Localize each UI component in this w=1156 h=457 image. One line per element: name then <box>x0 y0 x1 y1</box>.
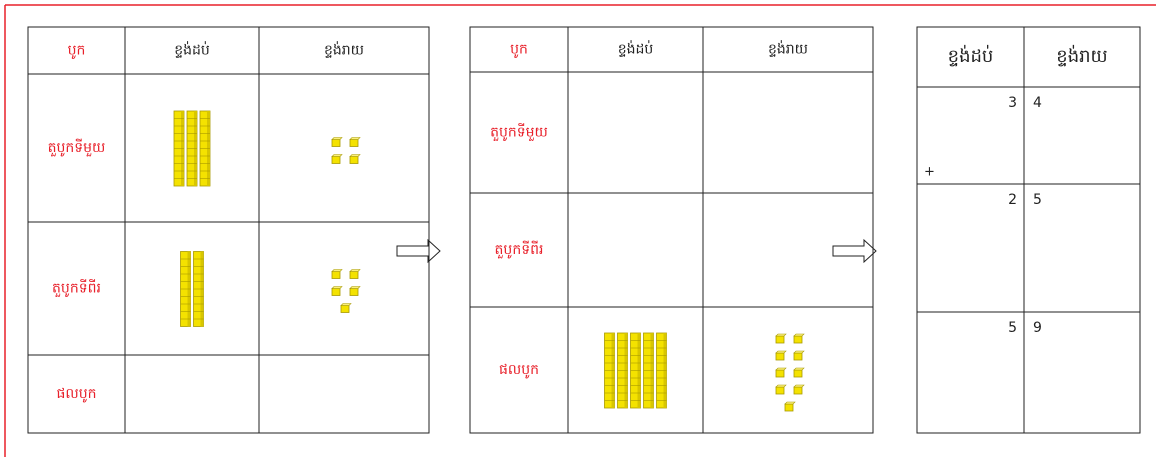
row-label: ផលបូក <box>57 386 97 403</box>
unit-top <box>793 384 805 388</box>
tens-digit: 2 <box>1008 192 1017 208</box>
column-header: បូក <box>68 43 86 60</box>
unit-top <box>349 269 361 272</box>
unit-cube <box>775 369 785 378</box>
table <box>469 26 874 434</box>
unit-cube <box>331 288 341 296</box>
unit-top <box>793 333 805 337</box>
column-header: ខ្ទង់រាយ <box>1056 44 1107 67</box>
unit-top <box>331 137 343 140</box>
unit-top <box>775 384 787 388</box>
unit-top <box>349 137 361 140</box>
unit-cube <box>349 156 359 164</box>
unit-cube <box>793 386 803 395</box>
arrow <box>832 238 877 264</box>
row-label: តួបូកទីមួយ <box>490 123 548 142</box>
column-header: ខ្ទង់ដប់ <box>618 40 654 58</box>
tens-blocks <box>173 110 211 187</box>
unit-top <box>793 350 805 354</box>
unit-blocks <box>331 269 361 313</box>
unit-cube <box>331 156 341 164</box>
unit-cube <box>331 139 341 147</box>
unit-cube <box>349 139 359 147</box>
unit-top <box>331 154 343 157</box>
row-label: ផលបូក <box>499 362 539 379</box>
unit-top <box>793 367 805 371</box>
row-label: តួបូកទីពីរ <box>52 279 101 298</box>
column-header: ខ្ទង់ដប់ <box>174 41 210 59</box>
unit-cube <box>331 271 341 279</box>
unit-top <box>775 367 787 371</box>
unit-cube <box>340 305 350 313</box>
units-digit: 4 <box>1033 95 1042 111</box>
unit-top <box>331 286 343 289</box>
unit-cube <box>775 335 785 344</box>
column-header: ខ្ទង់រាយ <box>324 41 364 59</box>
unit-cube <box>793 369 803 378</box>
arrow <box>396 238 441 264</box>
unit-cube <box>784 403 794 412</box>
unit-cube <box>793 335 803 344</box>
units-digit: 9 <box>1033 320 1042 336</box>
column-header: បូក <box>510 42 528 59</box>
unit-top <box>349 286 361 289</box>
unit-cube <box>349 271 359 279</box>
unit-top <box>784 401 796 405</box>
column-header: ខ្ទង់ដប់ <box>948 44 994 67</box>
tens-digit: 3 <box>1008 95 1017 111</box>
tens-digit: 5 <box>1008 320 1017 336</box>
unit-top <box>775 333 787 337</box>
unit-top <box>775 350 787 354</box>
unit-cube <box>775 352 785 361</box>
tens-blocks <box>604 332 667 409</box>
table <box>27 26 430 434</box>
unit-cube <box>793 352 803 361</box>
row-label: តួបូកទីពីរ <box>495 240 544 259</box>
column-header: ខ្ទង់រាយ <box>768 40 808 58</box>
table <box>916 26 1141 434</box>
operator: + <box>924 165 935 180</box>
unit-blocks <box>775 333 805 412</box>
unit-cube <box>349 288 359 296</box>
row-label: តួបូកទីមួយ <box>48 138 106 157</box>
units-digit: 5 <box>1033 192 1042 208</box>
unit-blocks <box>331 137 361 164</box>
unit-cube <box>775 386 785 395</box>
unit-top <box>349 154 361 157</box>
unit-top <box>331 269 343 272</box>
tens-blocks <box>180 251 204 327</box>
unit-top <box>340 303 352 306</box>
